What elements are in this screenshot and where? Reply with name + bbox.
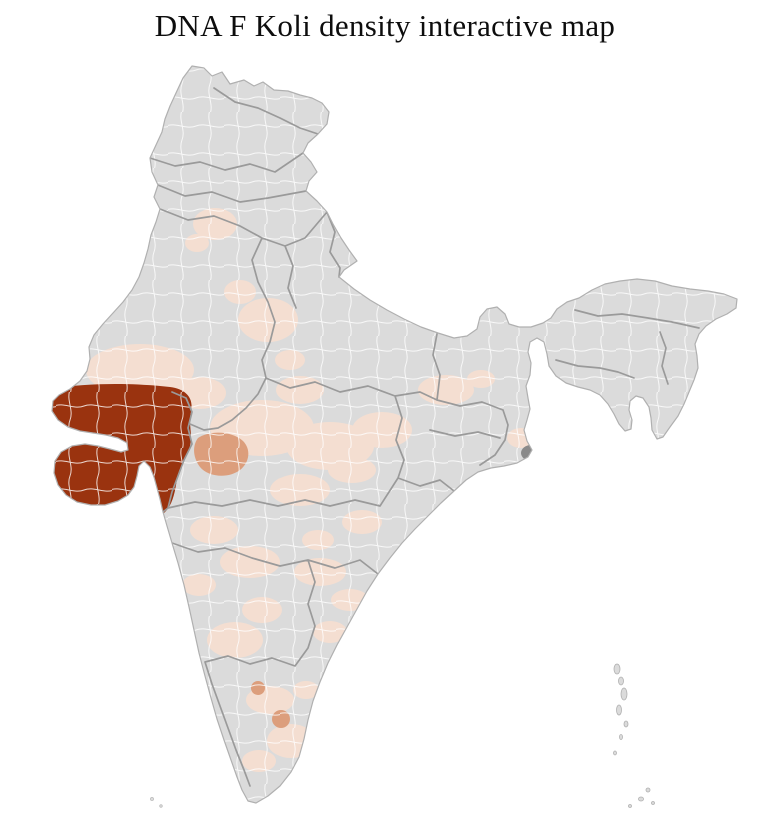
island[interactable] (628, 804, 632, 808)
island[interactable] (623, 720, 629, 728)
country-outline (51, 65, 738, 804)
island[interactable] (150, 797, 154, 801)
page-title: DNA F Koli density interactive map (154, 8, 616, 43)
island[interactable] (618, 676, 624, 686)
island[interactable] (613, 663, 621, 675)
lakshadweep-islands[interactable] (150, 797, 163, 808)
state-borders (149, 87, 700, 787)
island[interactable] (619, 734, 623, 740)
andaman-nicobar-islands[interactable] (613, 663, 655, 808)
island[interactable] (620, 687, 628, 701)
island[interactable] (645, 787, 651, 793)
island[interactable] (616, 704, 622, 716)
island[interactable] (613, 750, 617, 756)
island[interactable] (651, 801, 655, 805)
island[interactable] (159, 804, 163, 808)
island[interactable] (638, 796, 644, 802)
